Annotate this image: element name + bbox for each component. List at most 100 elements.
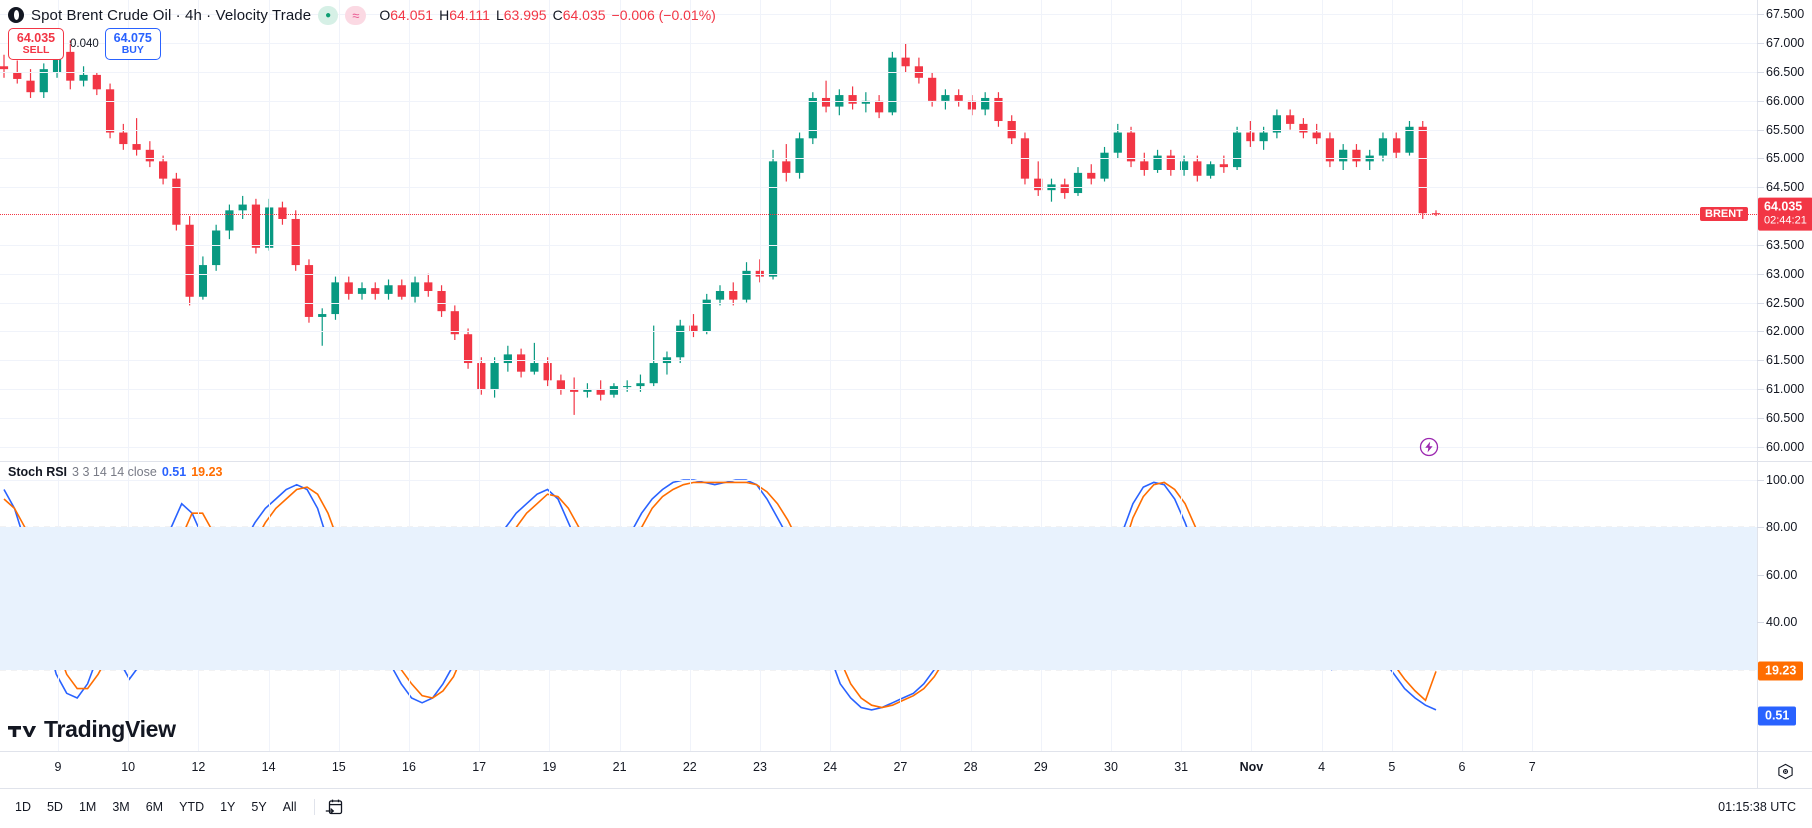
gridline-horizontal [0, 389, 1757, 390]
current-price-badge[interactable]: 64.035 02:44:21 [1758, 197, 1812, 231]
price-axis-tick [1757, 14, 1764, 15]
data-source-icon[interactable]: ≈ [345, 5, 367, 25]
symbol-title[interactable]: Spot Brent Crude Oil · 4h · Velocity Tra… [31, 6, 312, 24]
range-button-ytd[interactable]: YTD [179, 800, 205, 814]
time-axis[interactable]: 9 10 12 14 15 16 17 19 21 22 23 24 27 28 29 30 31 Nov 4 5 6 7 [0, 752, 1812, 788]
gridline-horizontal [0, 130, 1757, 131]
price-axis-label: 64.500 [1766, 180, 1805, 195]
price-axis-tick [1757, 303, 1764, 304]
time-axis-label: 23 [753, 760, 767, 774]
bar-countdown: 02:44:21 [1764, 214, 1807, 227]
gridline-vertical [58, 0, 59, 461]
ohlc-open-value: 64.051 [390, 7, 434, 23]
range-button-1m[interactable]: 1M [78, 800, 97, 814]
ohlc-open-key: O [379, 7, 391, 23]
price-axis-label: 62.500 [1766, 295, 1805, 310]
time-axis-label: 10 [121, 760, 136, 774]
price-pane[interactable] [0, 0, 1757, 461]
price-axis-tick [1757, 418, 1764, 419]
range-button-5d[interactable]: 5D [46, 800, 63, 814]
price-axis-tick [1757, 360, 1764, 361]
price-axis-tick [1757, 187, 1764, 188]
range-button-1d[interactable]: 1D [15, 800, 31, 814]
price-axis-label: 63.000 [1766, 266, 1805, 281]
gridline-vertical [269, 0, 270, 461]
overbought-oversold-band [0, 527, 1757, 670]
gridline-horizontal [0, 101, 1757, 102]
flash-replay-icon[interactable] [1419, 437, 1439, 457]
gridline-horizontal [0, 360, 1757, 361]
stoch-rsi-pane[interactable] [0, 462, 1757, 751]
stoch-rsi-legend[interactable]: Stoch RSI 3 3 14 14 close 0.51 19.23 [8, 463, 222, 481]
price-axis-label: 65.000 [1766, 151, 1805, 166]
price-axis-tick [1757, 158, 1764, 159]
go-to-date-icon[interactable] [325, 798, 343, 816]
chart-legend: Spot Brent Crude Oil · 4h · Velocity Tra… [8, 4, 716, 26]
buy-label: BUY [121, 44, 144, 57]
stoch-rsi-name: Stoch RSI [8, 465, 68, 479]
tradingview-watermark: TradingView [8, 716, 176, 743]
gridline-horizontal [0, 274, 1757, 275]
gridline-vertical [690, 0, 691, 461]
gridline-vertical [128, 0, 129, 461]
bottom-toolbar: 1D 5D 1M 3M 6M YTD 1Y 5Y All 01:15:38 UTC [0, 789, 1812, 828]
time-axis-label: 6 [1458, 760, 1466, 774]
time-axis-label: 19 [542, 760, 557, 774]
price-axis-label: 60.500 [1766, 410, 1805, 425]
range-button-3m[interactable]: 3M [112, 800, 130, 814]
pane-separator[interactable] [0, 461, 1812, 462]
gridline-vertical [1041, 0, 1042, 461]
stoch-axis-tick [1757, 575, 1764, 576]
current-price-line [0, 214, 1757, 216]
brent-symbol-icon [8, 7, 24, 23]
gridline-vertical [1251, 0, 1252, 461]
gridline-horizontal [0, 158, 1757, 159]
gridline-horizontal [0, 303, 1757, 304]
buy-button[interactable]: 64.075 BUY [104, 28, 161, 60]
timezone-gear-icon[interactable] [1776, 763, 1795, 780]
symbol-price-badge: BRENT [1700, 207, 1748, 222]
time-axis-label: 9 [54, 760, 62, 774]
time-axis-label: 29 [1033, 760, 1048, 774]
stoch-axis-label: 100.00 [1766, 473, 1805, 487]
range-button-6m[interactable]: 6M [145, 800, 164, 814]
price-axis-label: 66.500 [1766, 65, 1805, 80]
stoch-axis-tick [1757, 480, 1764, 481]
tradingview-logo-icon [8, 725, 37, 737]
gridline-horizontal [0, 480, 1757, 481]
range-buttons: 1D 5D 1M 3M 6M YTD 1Y 5Y All [8, 797, 343, 817]
price-axis-label: 67.500 [1766, 7, 1805, 22]
ohlc-low-value: 63.995 [503, 7, 547, 23]
gridline-horizontal [0, 447, 1757, 448]
time-axis-label: 5 [1388, 760, 1396, 774]
price-axis-tick [1757, 447, 1764, 448]
stoch-rsi-k-value: 0.51 [161, 465, 187, 479]
price-axis-label: 62.000 [1766, 324, 1805, 339]
range-button-all[interactable]: All [282, 800, 297, 814]
ohlc-low-key: L [495, 7, 504, 23]
market-open-dot-icon[interactable]: ● [318, 5, 339, 25]
gridline-vertical [479, 0, 480, 461]
price-axis-tick [1757, 72, 1764, 73]
range-button-5y[interactable]: 5Y [251, 800, 267, 814]
gridline-horizontal [0, 331, 1757, 332]
time-axis-label: 7 [1528, 760, 1536, 774]
ohlc-change: −0.006 (−0.01%) [611, 7, 716, 23]
price-axis-label: 61.500 [1766, 353, 1805, 368]
stoch-axis-label: 80.00 [1766, 520, 1798, 535]
time-axis-label: 21 [612, 760, 627, 774]
range-button-1y[interactable]: 1Y [220, 800, 236, 814]
time-axis-label: 16 [402, 760, 416, 774]
price-axis-label: 61.000 [1766, 381, 1805, 396]
toolbar-separator [313, 799, 315, 815]
stoch-axis-tick [1757, 622, 1764, 623]
time-axis-label: 4 [1318, 760, 1326, 774]
stoch-rsi-d-value: 19.23 [191, 465, 223, 479]
spread-value: 0.040 [70, 38, 99, 50]
sell-button[interactable]: 64.035 SELL [8, 28, 64, 60]
ohlc-close-value: 64.035 [562, 7, 606, 23]
time-axis-divider [0, 751, 1812, 752]
price-axis-tick [1757, 130, 1764, 131]
time-axis-label: 15 [331, 760, 346, 774]
